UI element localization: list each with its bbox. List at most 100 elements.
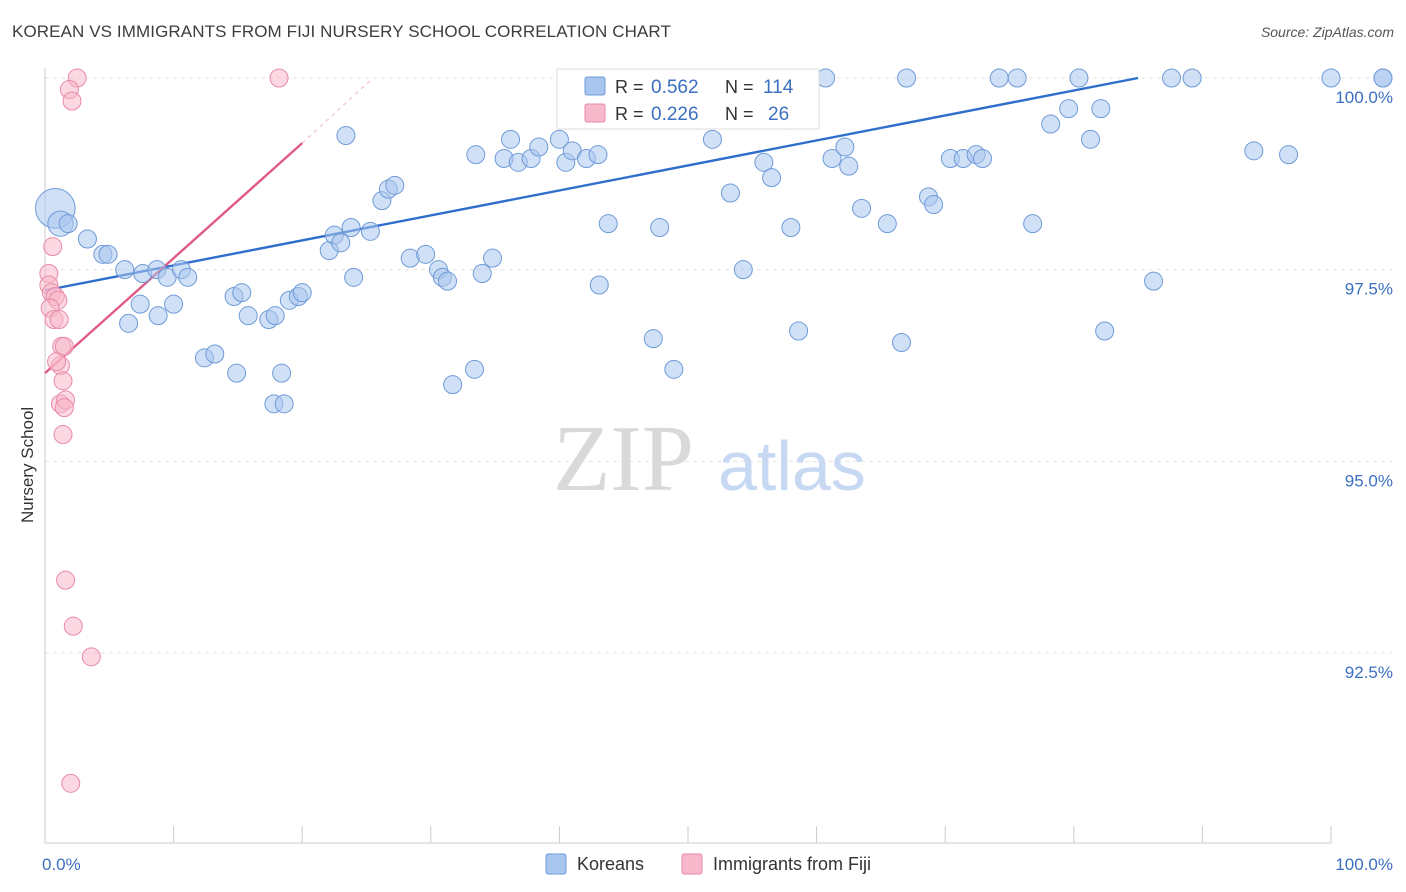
korean-point-74 (754, 152, 774, 172)
watermark-zip: ZIP (553, 407, 694, 511)
korean-point-115 (589, 275, 609, 295)
legend-n-label-koreans: N = (725, 77, 754, 97)
y-axis-title: Nursery School (18, 407, 37, 523)
trendline-koreans (44, 76, 1139, 292)
legend-box: R = 0.562 N = 114 R = 0.226 N = 26 (556, 68, 820, 130)
fiji-point-4 (43, 237, 63, 257)
legend-swatch-fiji (584, 103, 606, 123)
fiji-point-14 (54, 336, 74, 356)
fiji-point-19 (54, 398, 74, 418)
korean-point-82 (835, 137, 855, 157)
korean-point-47 (472, 264, 492, 283)
watermark: ZIP atlas (553, 407, 866, 511)
y-tick-label-3: 92.5% (1345, 663, 1393, 682)
y-tick-label-2: 95.0% (1345, 471, 1393, 490)
korean-point-13 (130, 294, 150, 314)
korean-point-14 (119, 313, 139, 333)
fiji-point-16 (53, 371, 73, 391)
korean-point-94 (989, 68, 1009, 88)
fiji-point-23 (81, 647, 101, 667)
legend-r-value-koreans: 0.562 (651, 77, 699, 98)
korean-point-71 (702, 129, 722, 149)
korean-point-55 (549, 129, 569, 149)
fiji-point-12 (49, 310, 69, 329)
korean-point-102 (1095, 321, 1115, 341)
fiji-point-20 (53, 425, 73, 444)
korean-point-109 (1373, 68, 1393, 88)
x-tick-label-left: 0.0% (42, 855, 81, 874)
fiji-point-3 (62, 91, 82, 111)
korean-point-32 (331, 233, 351, 253)
source-label: Source: ZipAtlas.com (1260, 24, 1394, 40)
korean-point-54 (529, 137, 549, 157)
bottom-legend-swatch-koreans (545, 853, 567, 875)
korean-point-38 (385, 175, 405, 195)
grid-lines (45, 77, 1392, 654)
korean-point-78 (789, 321, 809, 341)
y-tick-label-0: 100.0% (1335, 88, 1393, 107)
bottom-legend-swatch-fiji (681, 853, 703, 875)
korean-point-61 (598, 214, 618, 234)
korean-point-48 (483, 248, 503, 268)
korean-point-75 (762, 168, 782, 188)
korean-point-6 (115, 260, 135, 280)
korean-point-50 (466, 145, 486, 165)
korean-point-105 (1244, 141, 1264, 161)
watermark-atlas: atlas (718, 427, 866, 505)
korean-point-45 (443, 375, 463, 395)
korean-point-81 (822, 149, 842, 168)
korean-point-25 (272, 363, 292, 383)
korean-point-98 (1059, 99, 1079, 119)
korean-point-12 (164, 294, 184, 314)
trendline-fiji (44, 142, 303, 375)
korean-point-93 (972, 149, 992, 168)
fiji-point-22 (63, 616, 83, 636)
korean-point-51 (501, 129, 521, 149)
korean-point-33 (344, 267, 364, 287)
korean-point-20 (232, 283, 252, 303)
korean-point-41 (416, 244, 436, 264)
legend-r-label-koreans: R = (615, 77, 644, 97)
korean-point-99 (1069, 68, 1089, 88)
legend-n-value-fiji: 26 (768, 104, 789, 125)
korean-point-72 (720, 183, 740, 203)
legend-swatch-koreans (584, 76, 606, 96)
korean-point-39 (336, 126, 356, 145)
legend-n-label-fiji: N = (725, 104, 754, 124)
korean-point-107 (1321, 68, 1341, 88)
korean-point-110 (1182, 68, 1202, 88)
axes (44, 68, 1332, 844)
korean-point-46 (465, 359, 485, 379)
korean-point-95 (1007, 68, 1027, 88)
korean-point-83 (839, 156, 859, 176)
bottom-legend: Koreans Immigrants from Fiji (545, 853, 871, 875)
korean-point-89 (924, 195, 944, 214)
series-fiji (39, 68, 289, 793)
korean-point-97 (1041, 114, 1061, 134)
korean-point-85 (877, 214, 897, 234)
korean-point-87 (897, 68, 917, 88)
korean-point-29 (292, 283, 312, 303)
korean-point-84 (852, 198, 872, 218)
korean-point-17 (205, 344, 225, 364)
chart-title: KOREAN VS IMMIGRANTS FROM FIJI NURSERY S… (12, 22, 671, 41)
korean-point-73 (733, 260, 753, 280)
bottom-legend-koreans: Koreans (577, 854, 644, 874)
fiji-point-1 (269, 68, 289, 88)
korean-point-3 (77, 229, 97, 249)
korean-point-44 (438, 271, 458, 291)
korean-point-65 (664, 359, 684, 379)
korean-point-21 (238, 306, 258, 326)
korean-point-106 (1279, 145, 1299, 165)
fiji-point-24 (61, 773, 81, 793)
korean-point-60 (588, 145, 608, 165)
fiji-point-21 (56, 570, 76, 590)
korean-point-101 (1091, 99, 1111, 119)
korean-point-34 (341, 218, 361, 237)
korean-point-11 (178, 267, 198, 287)
korean-point-77 (781, 218, 801, 237)
korean-point-96 (1023, 214, 1043, 234)
korean-point-27 (274, 394, 294, 414)
trend-lines (44, 76, 1139, 375)
